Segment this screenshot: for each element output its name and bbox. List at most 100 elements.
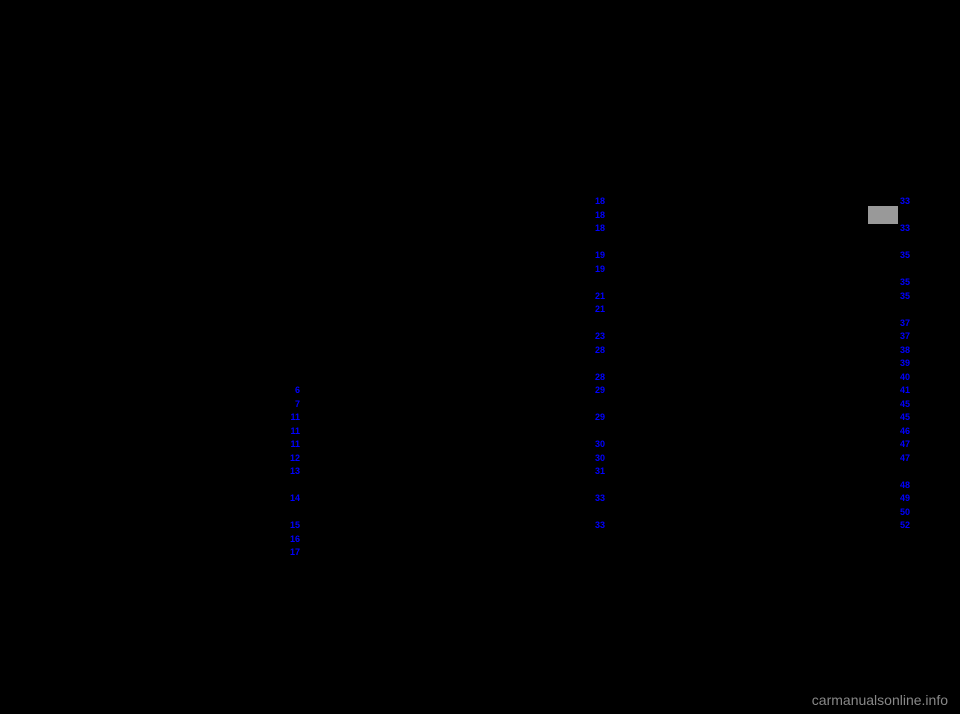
toc-page-link[interactable]: 21 xyxy=(593,303,605,317)
toc-page-link[interactable]: 17 xyxy=(288,546,300,560)
toc-page-link[interactable]: 18 xyxy=(593,222,605,236)
toc-page-link[interactable]: 7 xyxy=(293,398,300,412)
toc-entry: 15 xyxy=(20,519,300,533)
toc-page-link[interactable]: 35 xyxy=(898,276,910,290)
toc-page-link[interactable]: 18 xyxy=(593,209,605,223)
toc-page-link[interactable]: 28 xyxy=(593,344,605,358)
toc-entry: 23 xyxy=(325,330,605,344)
toc-entry xyxy=(325,425,605,439)
toc-entry: 30 xyxy=(325,438,605,452)
toc-entry: 37 xyxy=(630,317,910,331)
toc-page-link[interactable]: 35 xyxy=(898,290,910,304)
toc-page-link[interactable]: 40 xyxy=(898,371,910,385)
toc-page-link[interactable]: 12 xyxy=(288,452,300,466)
toc-page-link[interactable]: 35 xyxy=(898,249,910,263)
toc-page-link[interactable]: 18 xyxy=(593,195,605,209)
toc-page-link[interactable]: 33 xyxy=(593,492,605,506)
toc-entry: 13 xyxy=(20,465,300,479)
toc-entry: 28 xyxy=(325,371,605,385)
toc-column-2: 1818181919212123282829293030313333 xyxy=(315,195,620,560)
toc-page-link[interactable]: 15 xyxy=(288,519,300,533)
toc-entry: 47 xyxy=(630,438,910,452)
toc-entry: 11 xyxy=(20,438,300,452)
toc-entry: 41 xyxy=(630,384,910,398)
toc-entry: 19 xyxy=(325,249,605,263)
toc-entry: 35 xyxy=(630,276,910,290)
watermark-text: carmanualsonline.info xyxy=(812,692,948,708)
toc-entry: 18 xyxy=(325,209,605,223)
toc-page-link[interactable]: 37 xyxy=(898,317,910,331)
toc-entry xyxy=(630,303,910,317)
toc-page-link[interactable]: 33 xyxy=(593,519,605,533)
toc-page-link[interactable]: 33 xyxy=(898,222,910,236)
toc-page-link[interactable]: 33 xyxy=(898,195,910,209)
toc-page-link[interactable]: 11 xyxy=(288,438,300,452)
toc-entry: 11 xyxy=(20,425,300,439)
toc-entry xyxy=(325,276,605,290)
toc-page-link[interactable]: 30 xyxy=(593,452,605,466)
toc-entry: 50 xyxy=(630,506,910,520)
toc-entry: 18 xyxy=(325,222,605,236)
toc-column-3: 3333353535373738394041454546474748495052 xyxy=(620,195,940,560)
toc-entry: 33 xyxy=(325,519,605,533)
toc-page-link[interactable]: 48 xyxy=(898,479,910,493)
toc-entry xyxy=(325,236,605,250)
toc-page-link[interactable]: 19 xyxy=(593,249,605,263)
toc-entry: 52 xyxy=(630,519,910,533)
toc-page-link[interactable]: 29 xyxy=(593,384,605,398)
toc-entry xyxy=(20,330,300,344)
toc-page-link[interactable]: 23 xyxy=(593,330,605,344)
toc-entry xyxy=(20,344,300,358)
toc-page-link[interactable]: 41 xyxy=(898,384,910,398)
toc-page-link[interactable]: 13 xyxy=(288,465,300,479)
toc-entry xyxy=(20,303,300,317)
toc-entry: 29 xyxy=(325,384,605,398)
toc-page-link[interactable]: 21 xyxy=(593,290,605,304)
toc-page-link[interactable]: 30 xyxy=(593,438,605,452)
toc-entry xyxy=(630,263,910,277)
toc-page-link[interactable]: 47 xyxy=(898,438,910,452)
toc-entry xyxy=(20,195,300,209)
toc-entry xyxy=(20,290,300,304)
toc-entry xyxy=(20,249,300,263)
toc-page-link[interactable]: 52 xyxy=(898,519,910,533)
toc-entry: 45 xyxy=(630,411,910,425)
toc-entry: 48 xyxy=(630,479,910,493)
toc-entry: 21 xyxy=(325,290,605,304)
toc-entry: 30 xyxy=(325,452,605,466)
toc-entry: 6 xyxy=(20,384,300,398)
toc-entry: 35 xyxy=(630,249,910,263)
toc-page-link[interactable]: 14 xyxy=(288,492,300,506)
toc-entry: 33 xyxy=(630,195,910,209)
toc-entry xyxy=(20,236,300,250)
toc-page-link[interactable]: 11 xyxy=(288,425,300,439)
toc-entry xyxy=(325,317,605,331)
toc-page-link[interactable]: 45 xyxy=(898,398,910,412)
toc-page-link[interactable]: 28 xyxy=(593,371,605,385)
toc-page-link[interactable]: 38 xyxy=(898,344,910,358)
toc-entry: 17 xyxy=(20,546,300,560)
toc-entry: 31 xyxy=(325,465,605,479)
toc-page-link[interactable]: 6 xyxy=(293,384,300,398)
toc-entry xyxy=(20,357,300,371)
toc-page-link[interactable]: 19 xyxy=(593,263,605,277)
toc-entry: 47 xyxy=(630,452,910,466)
toc-page-link[interactable]: 37 xyxy=(898,330,910,344)
toc-page-link[interactable]: 47 xyxy=(898,452,910,466)
toc-entry: 38 xyxy=(630,344,910,358)
toc-page-link[interactable]: 29 xyxy=(593,411,605,425)
toc-page-link[interactable]: 31 xyxy=(593,465,605,479)
toc-entry: 49 xyxy=(630,492,910,506)
toc-entry: 46 xyxy=(630,425,910,439)
toc-page-link[interactable]: 11 xyxy=(288,411,300,425)
toc-page-link[interactable]: 49 xyxy=(898,492,910,506)
toc-entry: 33 xyxy=(630,222,910,236)
toc-page-link[interactable]: 50 xyxy=(898,506,910,520)
toc-page-link[interactable]: 39 xyxy=(898,357,910,371)
toc-entry xyxy=(20,371,300,385)
toc-entry xyxy=(20,506,300,520)
toc-page-link[interactable]: 46 xyxy=(898,425,910,439)
toc-entry xyxy=(20,209,300,223)
toc-page-link[interactable]: 16 xyxy=(288,533,300,547)
toc-page-link[interactable]: 45 xyxy=(898,411,910,425)
